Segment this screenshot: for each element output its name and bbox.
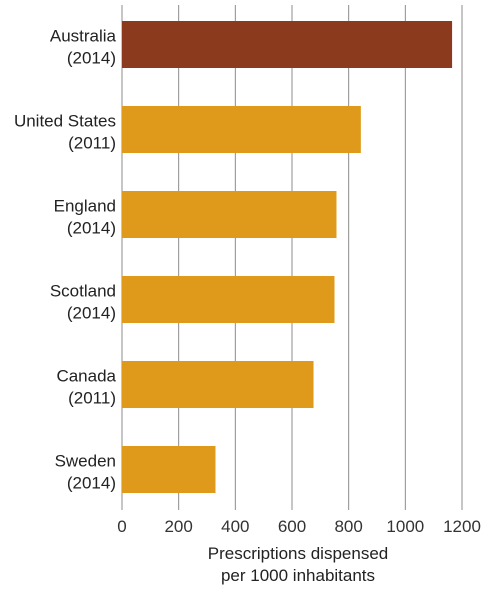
x-tick-label: 600: [278, 517, 306, 536]
category-label-name: Canada: [56, 367, 116, 386]
category-label-year: (2014): [67, 219, 116, 238]
category-label-name: England: [54, 197, 116, 216]
bar-australia: [122, 21, 453, 68]
x-axis-title-line-1: Prescriptions dispensed: [208, 544, 388, 563]
category-label-year: (2014): [67, 304, 116, 323]
x-tick-label: 1200: [443, 517, 481, 536]
grid-lines: [121, 5, 463, 510]
x-axis-title-line-2: per 1000 inhabitants: [221, 566, 375, 585]
category-label-name: Australia: [50, 27, 117, 46]
category-labels: Australia (2014) United States (2011) Englan…: [14, 27, 117, 493]
x-tick-label: 800: [334, 517, 362, 536]
bar-scotland: [122, 276, 335, 323]
category-label-name: Sweden: [55, 452, 116, 471]
x-tick-label: 1000: [386, 517, 424, 536]
category-label-year: (2011): [68, 389, 116, 408]
x-tick-labels: 0 200 400 600 800 1000 1200: [117, 517, 481, 536]
category-label-name: Scotland: [50, 282, 116, 301]
bar-sweden: [122, 446, 216, 493]
bar-england: [122, 191, 337, 238]
category-label-year: (2014): [67, 49, 116, 68]
bar-canada: [122, 361, 314, 408]
bar-united-states: [122, 106, 361, 153]
category-label-year: (2011): [68, 134, 116, 153]
category-label-year: (2014): [67, 474, 116, 493]
x-tick-label: 0: [117, 517, 126, 536]
x-tick-label: 200: [164, 517, 192, 536]
bars: [122, 21, 453, 493]
category-label-name: United States: [14, 112, 116, 131]
x-tick-label: 400: [221, 517, 249, 536]
